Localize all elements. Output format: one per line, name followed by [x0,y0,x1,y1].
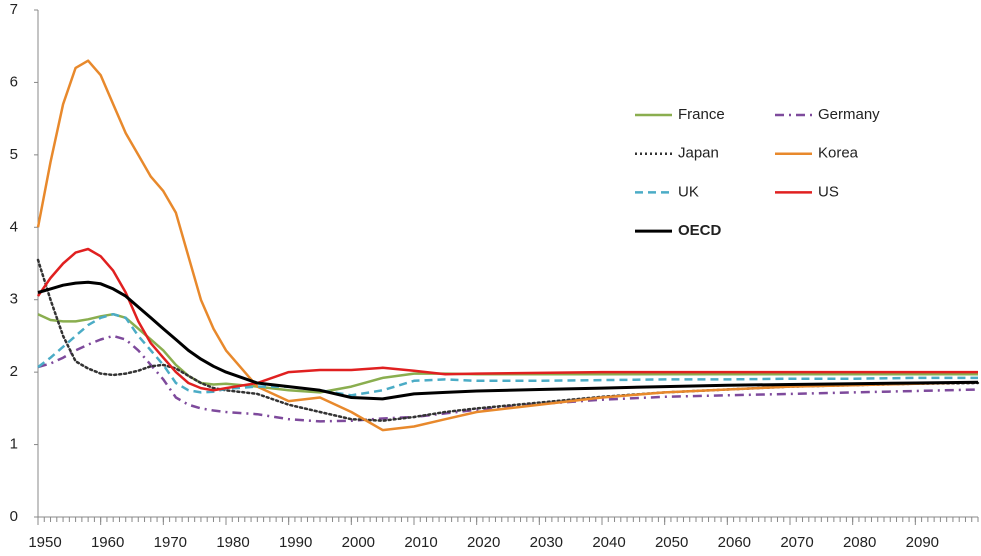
x-tick-label: 1960 [91,534,124,551]
x-tick-label: 1970 [154,534,187,551]
legend-label: France [678,106,725,123]
legend-label: UK [678,183,699,200]
x-tick-label: 1990 [279,534,312,551]
x-tick-label: 2030 [530,534,563,551]
x-tick-label: 2010 [404,534,437,551]
y-tick-label: 4 [10,218,18,235]
x-tick-label: 2000 [342,534,375,551]
legend-label: Korea [818,145,859,162]
x-tick-label: 2090 [906,534,939,551]
series-line [36,247,978,392]
x-tick-label: 2040 [592,534,625,551]
x-tick-label: 2080 [843,534,876,551]
y-tick-label: 7 [10,1,18,18]
series-line [37,334,979,423]
series-line [37,280,979,401]
y-tick-label: 5 [10,146,18,163]
y-tick-label: 2 [10,363,18,380]
x-tick-label: 1950 [28,534,61,551]
x-tick-label: 2020 [467,534,500,551]
legend-label: Germany [818,106,880,123]
x-tick-label: 2070 [780,534,813,551]
series-line [36,59,979,432]
legend-label: OECD [678,222,722,239]
legend-label: US [818,183,839,200]
y-tick-label: 0 [10,508,18,525]
x-tick-label: 1980 [216,534,249,551]
y-tick-label: 3 [10,291,18,308]
x-tick-label: 2050 [655,534,688,551]
y-tick-label: 6 [10,73,18,90]
y-tick-label: 1 [10,436,18,453]
legend-label: Japan [678,145,719,162]
x-tick-label: 2060 [718,534,751,551]
series-line [37,312,978,397]
